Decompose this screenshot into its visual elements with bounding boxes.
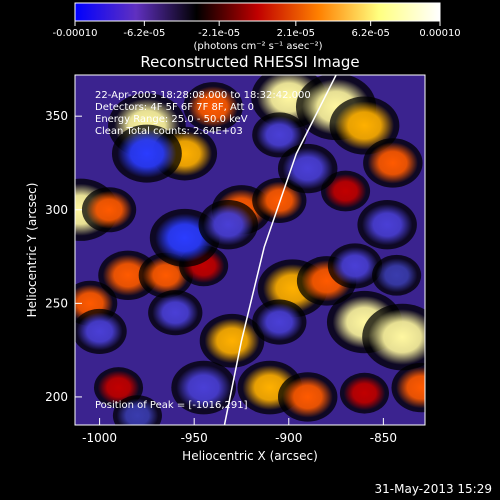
y-axis-label: Heliocentric Y (arcsec) xyxy=(25,183,39,318)
colorbar-tick-label: 6.2e-05 xyxy=(351,28,389,39)
colorbar-units: (photons cm⁻² s⁻¹ asec⁻²) xyxy=(193,41,322,52)
x-axis-label: Heliocentric X (arcsec) xyxy=(182,449,318,463)
heatmap-blob-negative xyxy=(152,293,199,332)
heatmap-blob-negative xyxy=(256,116,303,154)
colorbar-ticks: -0.00010 -6.2e-05 -2.1e-05 2.1e-05 6.2e-05 0.… xyxy=(53,21,461,39)
heatmap-blob-positive xyxy=(368,309,425,365)
heatmap-blob-positive xyxy=(256,181,303,220)
x-tick-label: -1000 xyxy=(82,431,117,445)
annotation-line: 22-Apr-2003 18:28:08.000 to 18:32:42.000 xyxy=(95,90,311,101)
x-tick-label: -850 xyxy=(370,431,397,445)
heatmap-blob-positive xyxy=(187,86,239,128)
heatmap-blob-negative xyxy=(203,204,254,246)
heatmap-blob-positive xyxy=(204,318,260,364)
heatmap-blob-negative xyxy=(282,147,333,190)
heatmap-blob-negative xyxy=(256,303,303,341)
colorbar-gradient xyxy=(74,2,441,22)
heatmap-blob-negative xyxy=(332,247,378,285)
plot-frame xyxy=(74,74,426,426)
footer-timestamp: 31-May-2013 15:29 xyxy=(374,482,492,496)
heatmap-blob-positive xyxy=(324,173,367,209)
colorbar-tick-label: -6.2e-05 xyxy=(123,28,165,39)
colorbar-tick-label: 2.1e-05 xyxy=(277,28,315,39)
heatmap-blob-negative xyxy=(176,365,232,411)
x-tick-label: -900 xyxy=(275,431,302,445)
heatmap-blob-negative xyxy=(116,398,159,425)
plot-area xyxy=(74,74,426,426)
y-axis: 200 250 300 350 xyxy=(45,109,82,404)
heatmap-blob-positive xyxy=(396,366,425,409)
heatmap-blob-positive xyxy=(282,376,333,418)
annotation-line: Clean Total counts: 2.64E+03 xyxy=(95,126,243,137)
colorbar-tick-label: -0.00010 xyxy=(53,28,98,39)
colorbar-tick-label: 0.00010 xyxy=(419,28,460,39)
y-tick-label: 250 xyxy=(45,296,68,310)
annotation-line: Detectors: 4F 5F 6F 7F 8F, Att 0 xyxy=(95,102,254,113)
y-tick-label: 350 xyxy=(45,109,68,123)
heatmap-blob-negative xyxy=(117,129,177,178)
y-tick-label: 300 xyxy=(45,203,68,217)
heatmap-blob-positive xyxy=(367,142,419,184)
solar-limb-curve xyxy=(223,75,337,425)
x-axis: -1000 -950 -900 -850 xyxy=(82,418,397,445)
heatmap-blob-positive xyxy=(86,190,133,229)
peak-position-label: Position of Peak = [-1016,291] xyxy=(95,400,248,411)
y-tick-label: 200 xyxy=(45,390,68,404)
heatmap-blob-positive xyxy=(343,376,386,411)
observation-annotations: 22-Apr-2003 18:28:08.000 to 18:32:42.000… xyxy=(95,90,311,137)
annotation-line: Energy Range: 25.0 - 50.0 keV xyxy=(95,114,248,125)
heatmap-blob-negative xyxy=(361,204,413,246)
heatmap-blobs xyxy=(75,75,425,425)
chart-title: Reconstructed RHESSI Image xyxy=(140,53,359,71)
heatmap-blob-positive xyxy=(97,370,140,405)
heatmap-blob-positive xyxy=(102,254,154,296)
x-tick-label: -950 xyxy=(181,431,208,445)
colorbar-tick-label: -2.1e-05 xyxy=(198,28,240,39)
heatmap-blob-negative xyxy=(375,258,418,293)
heatmap-blob-negative xyxy=(76,312,123,351)
colorbar: -0.00010 -6.2e-05 -2.1e-05 2.1e-05 6.2e-05 0.… xyxy=(53,2,461,52)
heatmap-blob-positive xyxy=(334,101,395,150)
